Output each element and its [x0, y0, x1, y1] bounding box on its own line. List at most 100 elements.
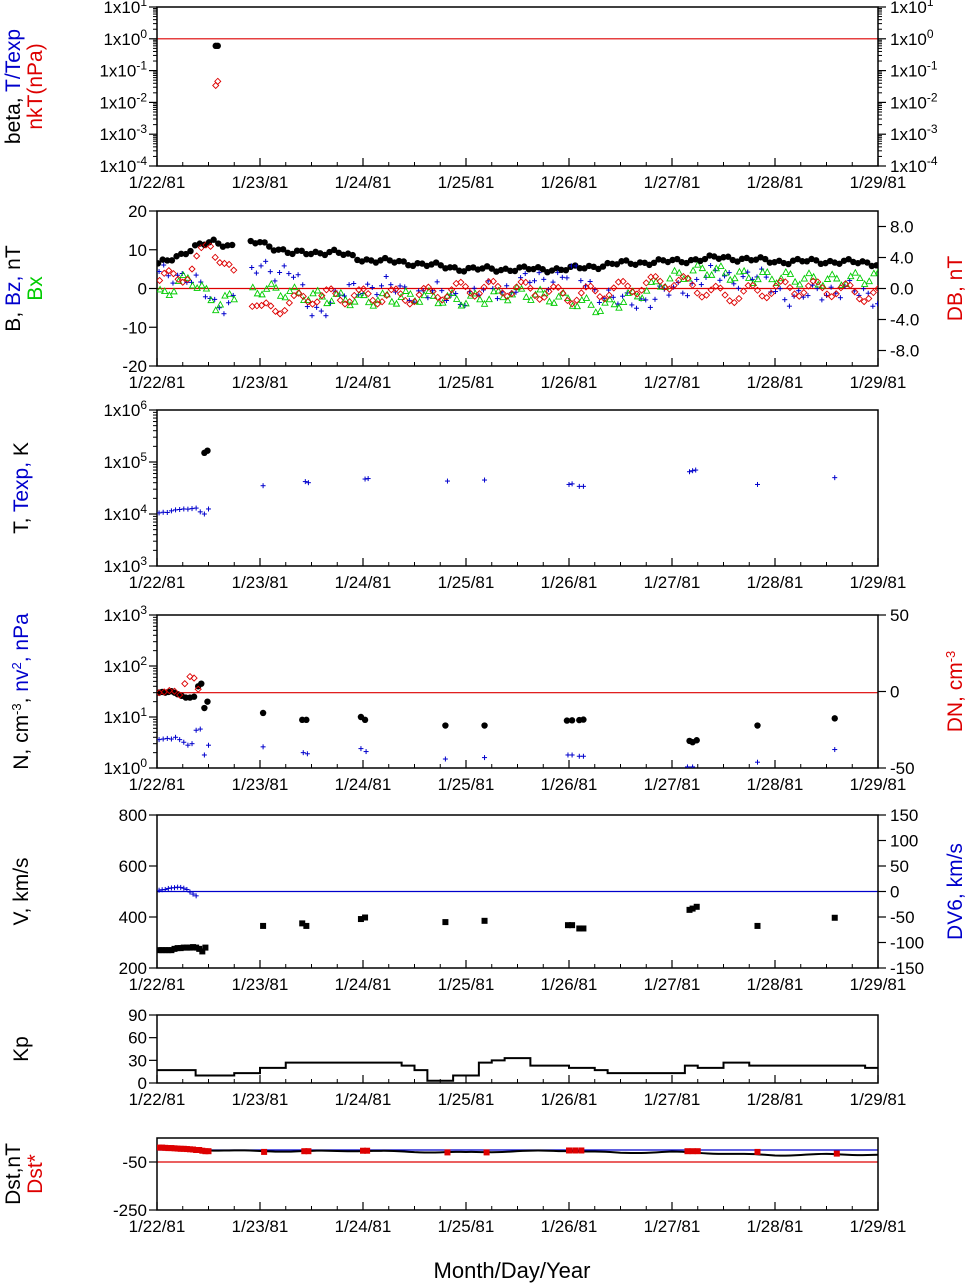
DB-diamond	[730, 298, 738, 307]
series-0-square	[165, 1145, 172, 1152]
y-tick-label: 1x10-3	[99, 122, 147, 144]
series-0-square	[299, 920, 306, 927]
series-0-square	[686, 906, 693, 913]
DB-diamond	[679, 272, 687, 281]
B-dot	[683, 259, 690, 267]
DB-diamond	[721, 291, 729, 299]
Bx-triangle	[351, 297, 359, 305]
DB-diamond	[619, 277, 627, 286]
DB-diamond	[160, 269, 168, 277]
x-tick-label: 1/26/81	[541, 1217, 598, 1236]
B-dot	[168, 257, 176, 264]
DB-diamond	[225, 260, 233, 269]
B-dot	[785, 260, 792, 268]
DB-diamond	[559, 289, 567, 297]
x-tick-label: 1/26/81	[541, 1090, 598, 1109]
B-dot	[562, 267, 570, 274]
DB-diamond	[767, 289, 776, 298]
B-dot	[576, 264, 584, 272]
B-dot	[178, 250, 185, 257]
B-dot	[187, 247, 194, 255]
Bx-triangle	[703, 270, 711, 278]
series-0-dot	[831, 715, 838, 722]
Bx-triangle	[503, 296, 512, 304]
x-tick-label: 1/23/81	[232, 1217, 289, 1236]
x-tick-label: 1/24/81	[335, 775, 392, 794]
series-1-diamond	[181, 680, 189, 688]
Bx-triangle	[601, 298, 609, 306]
data-kp	[157, 1057, 878, 1082]
series-0-square	[831, 914, 838, 921]
series-0-square	[193, 1147, 200, 1153]
Bx-triangle	[735, 267, 744, 275]
series-0-dot	[361, 716, 369, 724]
series-0-square	[578, 1147, 585, 1154]
y2-tick-label: -50	[890, 759, 915, 778]
series-0-dot	[693, 737, 700, 744]
series-0-square	[301, 1148, 308, 1155]
B-dot	[321, 251, 329, 259]
B-dot	[673, 255, 681, 263]
DB-diamond	[396, 290, 405, 298]
DB-diamond	[855, 295, 864, 303]
x-tick-label: 1/27/81	[644, 373, 701, 392]
DB-diamond	[628, 288, 636, 296]
x-tick-label: 1/29/81	[850, 775, 907, 794]
DB-diamond	[517, 278, 525, 286]
x-tick-label: 1/28/81	[747, 775, 804, 794]
panel-beta: 1/22/81 1/23/81 1/24/81 1/25/81 1/26/81 1/27/…	[2, 0, 938, 192]
DB-diamond	[157, 276, 164, 285]
B-dot	[845, 255, 852, 263]
Bx-triangle	[388, 297, 396, 305]
y-tick-label: 1x106	[103, 398, 147, 420]
series-0-square	[260, 922, 267, 929]
y-tick-label: 10	[128, 241, 147, 260]
B-dot	[609, 260, 616, 267]
B-dot	[298, 247, 305, 255]
panels-group: 1/22/81 1/23/81 1/24/81 1/25/81 1/26/81 1/27/…	[2, 0, 967, 1236]
DB-diamond	[661, 283, 669, 291]
Bx-triangle	[364, 298, 373, 306]
panel-temperature: 1/22/81 1/23/81 1/24/81 1/25/81 1/26/81 1/27/…	[10, 398, 906, 592]
Bx-triangle	[744, 273, 753, 281]
DB-diamond	[688, 281, 697, 289]
plot-frame	[156, 6, 879, 167]
series-1-diamond	[170, 687, 179, 695]
series-0-square	[481, 917, 488, 924]
Bx-triangle	[828, 270, 836, 278]
series-1-diamond	[165, 686, 173, 695]
Bx-triangle	[666, 274, 674, 282]
Bx-triangle	[249, 283, 257, 291]
plot-frame	[156, 1014, 879, 1084]
DB-diamond	[702, 291, 711, 299]
x-tick-label: 1/25/81	[438, 1217, 495, 1236]
Bx-triangle	[833, 274, 841, 282]
series-0-square	[186, 1146, 193, 1153]
B-dot	[215, 240, 222, 247]
series-0-square	[186, 944, 193, 951]
y-axis-title: B, Bz, nT	[2, 245, 25, 332]
Bx-triangle	[355, 290, 364, 298]
DB-diamond	[169, 270, 178, 278]
Bx-triangle	[698, 264, 707, 272]
B-dot	[813, 257, 820, 264]
DB-diamond	[188, 265, 196, 273]
Bx-triangle	[327, 297, 336, 305]
y-axis-title: N, cm-3​, nv2​, nPa	[9, 613, 33, 770]
Bx-triangle	[550, 298, 558, 306]
series-0-square	[303, 922, 310, 929]
B-dot	[210, 236, 217, 243]
series-0-dot	[201, 704, 208, 712]
Bx-triangle	[392, 299, 401, 307]
B-dot	[539, 266, 546, 273]
series-0-dot	[214, 42, 221, 50]
Bx-triangle	[837, 281, 846, 289]
series-0-square	[190, 1146, 197, 1153]
series-0-dot	[754, 722, 761, 729]
Bx-triangle	[707, 270, 716, 278]
DB-diamond	[294, 289, 303, 297]
Bx-triangle	[378, 289, 387, 297]
DB-diamond	[790, 290, 799, 298]
series-0-square	[689, 1148, 696, 1155]
